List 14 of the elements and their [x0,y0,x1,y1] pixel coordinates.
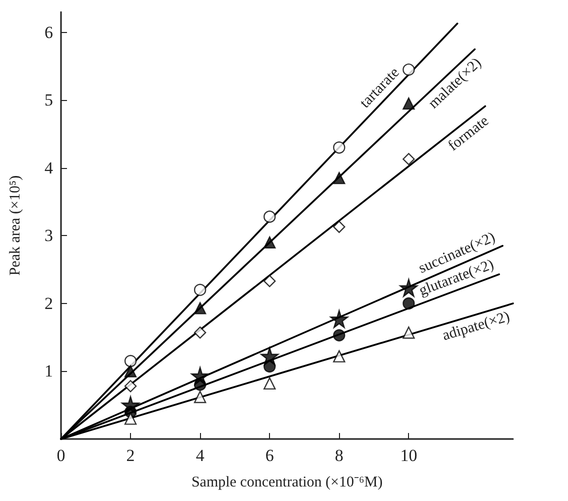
x-tick-label: 0 [56,446,66,465]
x-tick-label: 8 [334,446,344,465]
x-axis-title: Sample concentration (×10⁻⁶M) [191,474,383,490]
x-tick-label: 6 [265,446,274,465]
x-tick-label: 10 [400,446,418,465]
x-tick-label: 4 [196,446,205,465]
y-axis-title: Peak area (×10⁵) [8,175,24,276]
y-tick-label: 6 [44,22,53,42]
y-tick-label: 4 [44,158,54,178]
y-tick-label: 5 [44,90,53,110]
x-tick-label: 2 [126,446,135,465]
y-tick-label: 1 [44,362,53,381]
y-tick-label: 2 [44,294,53,313]
y-tick-label: 3 [44,226,53,246]
